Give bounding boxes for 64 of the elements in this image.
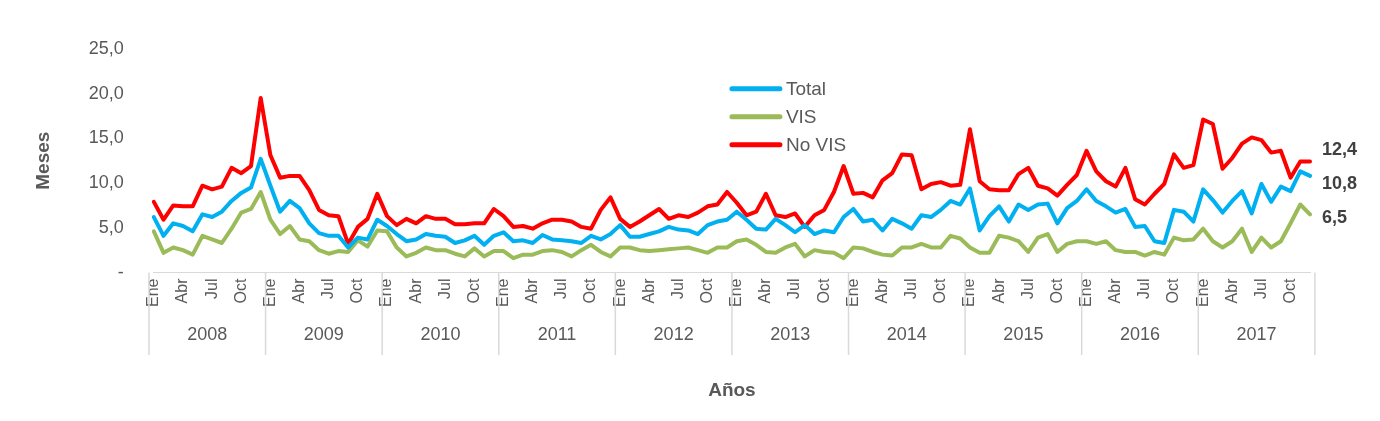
x-tick-label: Ene [727,278,745,307]
x-tick-label: Ene [260,278,278,307]
x-tick-label: Jul [435,278,453,299]
x-tick-label: Abr [639,277,657,304]
text: 2011 [537,323,577,344]
x-tick-label: Jul [1135,278,1153,299]
x-tick-label: Abr [872,277,890,304]
text: 2008 [187,323,228,344]
y-tick-label: 15,0 [88,127,124,148]
x-tick-label: Abr [1106,277,1124,304]
data-label: 12,4 [1322,138,1358,159]
x-tick-label: Ene [843,278,861,307]
x-tick-label: Oct [1280,277,1298,304]
x-tick-label: Oct [348,277,366,304]
x-tick-label: Ene [960,278,978,307]
legend-label: Total [785,78,827,100]
text: 2016 [1119,323,1160,344]
text: 2015 [1003,323,1044,344]
data-label: 10,8 [1322,172,1358,193]
y-tick-label: 25,0 [88,37,124,58]
x-tick-label: Jul [319,278,337,299]
x-tick-label: Oct [581,277,599,304]
x-tick-label: Jul [552,278,570,299]
x-tick-label: Abr [406,277,424,304]
y-tick-label: - [117,261,124,282]
x-tick-label: Abr [289,277,307,304]
x-tick-label: Ene [494,278,511,307]
text: 2012 [653,323,694,344]
x-tick-label: Oct [931,277,949,304]
x-tick-label: Jul [1251,278,1269,299]
y-tick-label: 20,0 [88,82,124,103]
x-tick-label: Jul [902,278,920,299]
x-tick-label: Jul [785,278,803,299]
x-tick-label: Oct [1047,277,1065,304]
x-tick-label: Abr [989,277,1007,304]
legend-label: VIS [785,106,817,128]
legend-label: No VIS [785,134,847,156]
x-tick-label: Ene [1076,278,1094,307]
y-axis-title: Meses [31,131,53,190]
y-tick-label: 5,0 [98,216,124,237]
x-tick-label: Oct [464,277,482,304]
y-tick-label: 10,0 [88,172,124,193]
x-axis-title: Años [708,379,756,401]
text: 2014 [886,323,927,344]
x-tick-label: Ene [1193,278,1211,307]
x-tick-label: Jul [668,278,686,299]
text: 2010 [420,323,461,344]
text: 2013 [770,323,811,344]
x-tick-label: Abr [173,277,191,304]
x-tick-label: Jul [202,278,220,299]
x-tick-label: Ene [377,278,395,307]
x-tick-label: Abr [523,277,541,304]
x-tick-label: Oct [1164,277,1182,304]
x-tick-label: Oct [814,277,832,304]
x-tick-label: Jul [1018,278,1036,299]
x-tick-label: Oct [698,277,716,304]
x-tick-label: Abr [756,277,774,304]
text: 2009 [303,323,344,344]
x-tick-label: Ene [144,278,162,307]
x-tick-label: Ene [610,278,628,307]
data-label: 6,5 [1322,206,1348,227]
x-tick-label: Abr [1222,277,1240,304]
x-tick-label: Oct [231,277,249,304]
text: 2017 [1236,323,1277,344]
